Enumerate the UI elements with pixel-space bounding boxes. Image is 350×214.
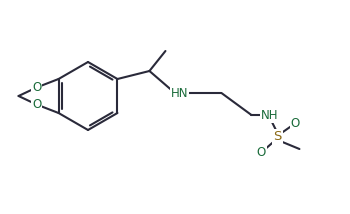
- Text: O: O: [32, 81, 41, 94]
- Text: HN: HN: [171, 86, 188, 100]
- Text: S: S: [273, 131, 282, 144]
- Text: O: O: [32, 98, 41, 111]
- Text: O: O: [291, 116, 300, 129]
- Text: O: O: [257, 146, 266, 159]
- Text: NH: NH: [261, 108, 278, 122]
